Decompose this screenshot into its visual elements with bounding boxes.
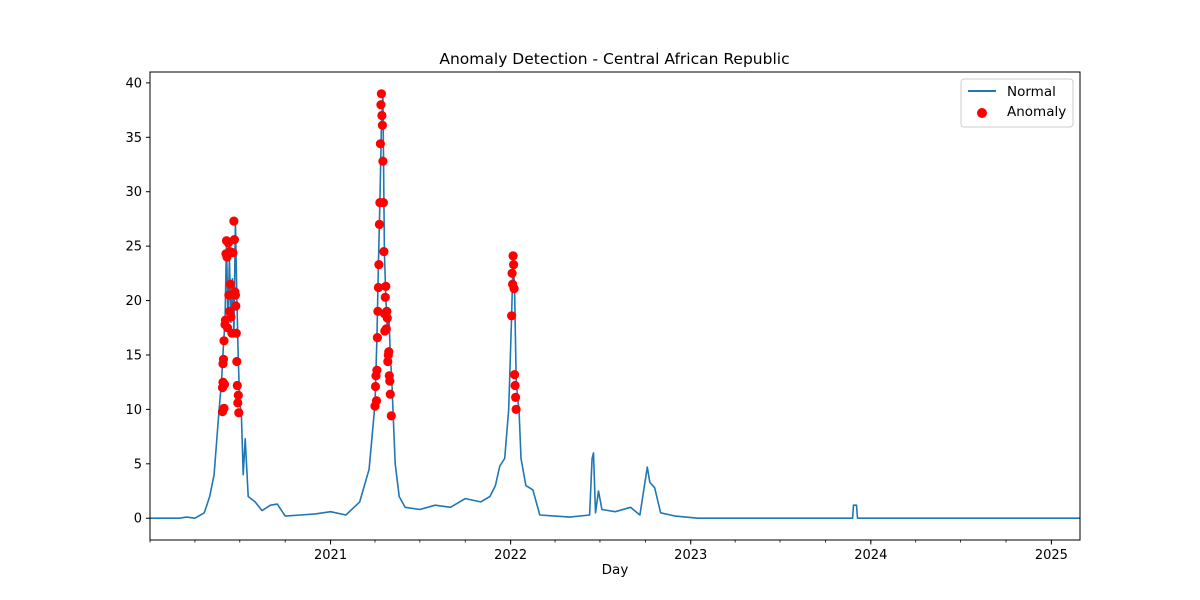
anomaly-point: [378, 156, 388, 166]
legend-anomaly-swatch: [977, 108, 987, 118]
anomaly-point: [382, 313, 392, 323]
anomaly-point: [230, 290, 240, 300]
chart-title: Anomaly Detection - Central African Repu…: [439, 50, 789, 68]
anomaly-point: [379, 247, 389, 257]
y-axis: 0 5 10 15 20 25 30 35 40: [125, 76, 150, 527]
plot-area: [150, 89, 1080, 519]
anomaly-point: [376, 100, 386, 110]
legend-normal-label: Normal: [1007, 84, 1056, 100]
anomaly-point: [377, 120, 387, 130]
y-tick-label: 10: [125, 403, 142, 418]
anomaly-point: [510, 392, 521, 402]
y-tick-label: 30: [125, 185, 142, 200]
x-axis: 2021 2022 2023 2024 2025: [149, 540, 1068, 563]
anomaly-point: [233, 390, 243, 400]
x-tick-label: 2023: [674, 548, 707, 563]
anomaly-point: [231, 301, 241, 311]
y-tick-label: 0: [134, 512, 142, 527]
axes-frame: [149, 71, 1081, 541]
anomaly-point: [232, 356, 242, 367]
x-tick-label: 2024: [854, 548, 887, 563]
anomaly-point: [377, 110, 387, 121]
anomaly-point: [372, 365, 382, 375]
anomaly-point: [374, 260, 384, 270]
anomaly-point: [232, 380, 242, 391]
anomaly-point: [373, 282, 383, 293]
anomaly-point: [508, 260, 519, 270]
anomaly-point: [384, 347, 394, 357]
anomaly-point: [509, 284, 519, 294]
anomaly-point: [218, 354, 229, 364]
anomaly-point: [226, 312, 236, 322]
normal-series-line: [150, 93, 1080, 519]
anomaly-point: [225, 279, 235, 289]
anomaly-point: [375, 139, 385, 149]
anomaly-point: [382, 306, 392, 316]
anomaly-point: [371, 396, 382, 406]
anomaly-point: [229, 235, 239, 245]
anomaly-point: [511, 404, 521, 414]
anomaly-point: [385, 376, 395, 386]
y-tick-label: 35: [125, 131, 142, 146]
anomaly-point: [374, 219, 384, 229]
anomaly-point: [380, 292, 390, 302]
anomaly-point: [378, 198, 388, 208]
x-tick-label: 2025: [1035, 548, 1068, 563]
anomaly-point: [507, 311, 517, 321]
anomaly-point: [233, 398, 243, 408]
anomaly-point: [510, 380, 520, 391]
x-tick-label: 2021: [314, 548, 347, 563]
anomaly-point: [507, 268, 517, 278]
anomaly-point: [219, 403, 229, 413]
anomaly-point: [372, 333, 382, 343]
y-tick-label: 20: [125, 294, 142, 309]
y-tick-label: 40: [125, 76, 142, 91]
legend: Normal Anomaly: [960, 78, 1074, 128]
anomaly-point: [234, 408, 244, 418]
anomaly-point: [376, 89, 386, 99]
anomaly-point: [229, 216, 239, 226]
y-tick-label: 15: [125, 348, 142, 363]
anomaly-point: [508, 251, 518, 261]
y-tick-label: 25: [125, 240, 142, 255]
anomaly-point: [381, 281, 391, 291]
anomaly-point: [381, 324, 391, 334]
anomaly-point: [509, 370, 520, 380]
anomaly-point: [219, 379, 230, 389]
anomaly-point: [386, 411, 396, 421]
y-tick-label: 5: [134, 457, 142, 472]
x-tick-label: 2022: [494, 548, 527, 563]
anomaly-point: [385, 389, 395, 399]
anomaly-point: [228, 248, 238, 258]
anomaly-point: [219, 336, 229, 346]
anomaly-point: [231, 328, 241, 338]
anomaly-point: [370, 381, 381, 392]
x-axis-label: Day: [602, 562, 629, 578]
legend-anomaly-label: Anomaly: [1007, 104, 1066, 120]
